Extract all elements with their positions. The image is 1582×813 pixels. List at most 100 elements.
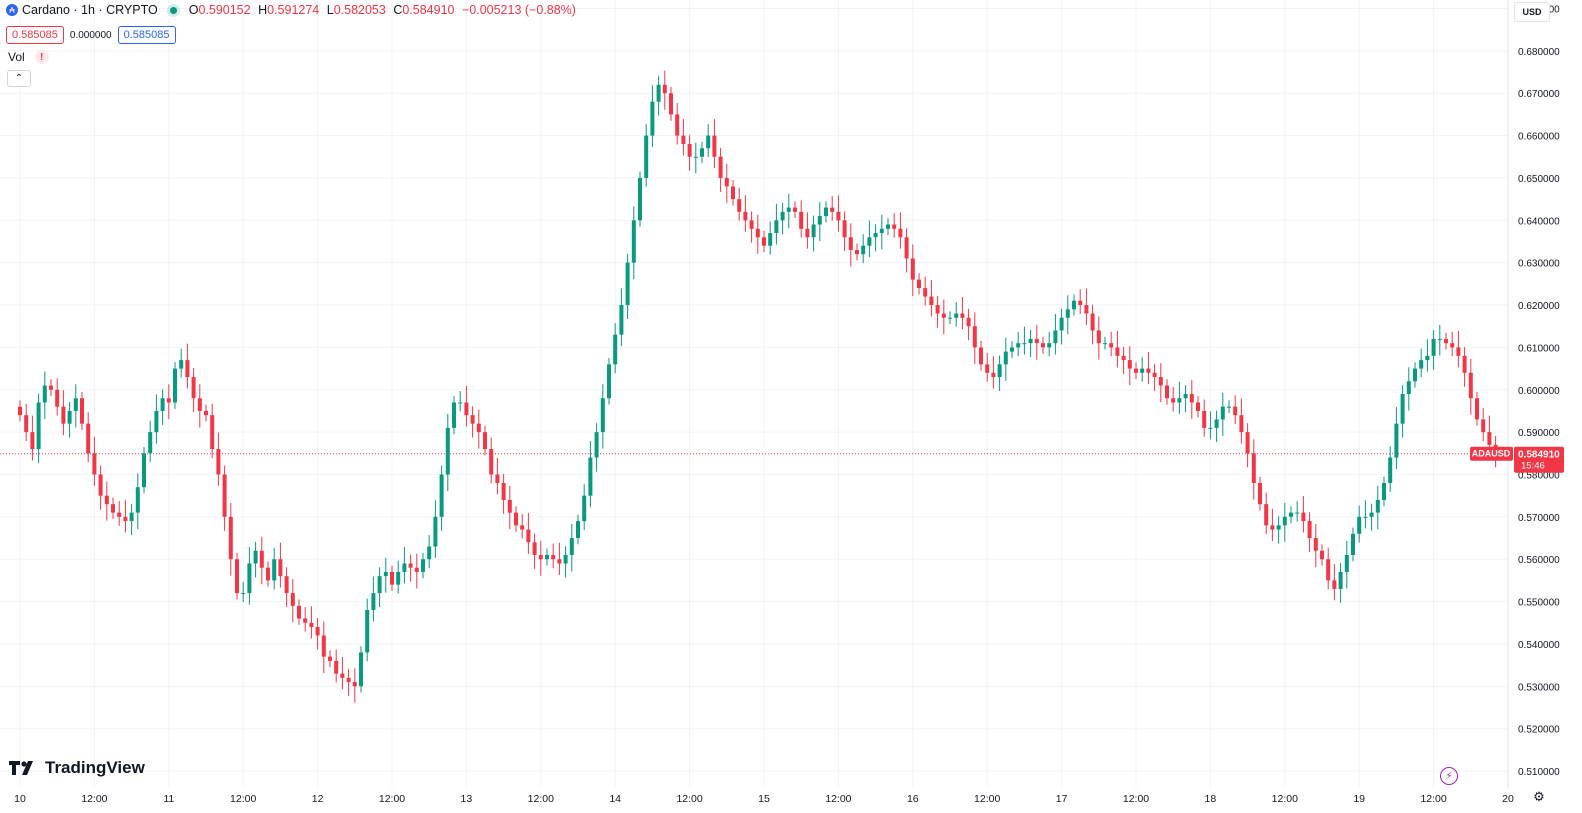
x-tick-label: 18 (1205, 793, 1217, 805)
candle (1313, 524, 1318, 568)
lightning-icon[interactable]: ⚡ (1440, 767, 1458, 785)
candle (861, 234, 866, 264)
candle-body (309, 622, 314, 628)
candle (365, 598, 370, 662)
candle-body (545, 554, 549, 560)
candle-body (315, 627, 320, 636)
candle-body (917, 279, 921, 289)
candle (1214, 410, 1219, 442)
buy-price-button[interactable]: 0.585085 (117, 26, 176, 44)
candle (724, 163, 729, 203)
candle (1189, 380, 1194, 419)
candle-body (67, 410, 72, 424)
candle (24, 403, 29, 442)
candle (30, 415, 35, 461)
candle (49, 379, 53, 397)
candle-body (297, 605, 301, 619)
candle (1034, 324, 1039, 360)
candle (495, 457, 500, 495)
candle-body (1053, 330, 1058, 344)
y-tick-label: 0.560000 (1518, 555, 1560, 566)
candle-body (681, 135, 686, 145)
candle (687, 135, 692, 171)
tradingview-logo[interactable]: TradingView (9, 758, 145, 778)
candle-body (1171, 398, 1176, 403)
candle (824, 201, 828, 223)
candle (873, 224, 878, 252)
candle (86, 412, 91, 463)
candle (743, 195, 748, 232)
candle-body (470, 415, 475, 424)
candle-body (185, 360, 190, 378)
candle (228, 502, 233, 576)
candle-body (142, 453, 146, 488)
market-status-icon[interactable] (169, 6, 177, 14)
candle-body (848, 237, 853, 250)
y-tick-label: 0.600000 (1518, 386, 1560, 397)
candle (1090, 304, 1095, 345)
candle-body (1394, 423, 1399, 458)
candle-body (1065, 309, 1070, 318)
candle-body (1183, 394, 1188, 399)
candle-body (1109, 343, 1114, 348)
candle (650, 85, 655, 148)
candle (1363, 500, 1368, 529)
candle (631, 206, 636, 280)
candle (1028, 330, 1033, 358)
warning-icon[interactable]: ! (34, 50, 49, 64)
candle (1413, 362, 1417, 388)
candle (1152, 363, 1157, 392)
currency-selector[interactable]: USD (1514, 2, 1550, 22)
candle-body (1115, 347, 1120, 356)
candle-body (805, 228, 810, 238)
candle-body (111, 504, 115, 513)
ohlc-low-key: L (326, 3, 334, 17)
candle-body (272, 559, 277, 581)
candle (1388, 446, 1393, 492)
symbol-title[interactable]: Cardano · 1h · CRYPTO (22, 3, 158, 17)
symbol-legend[interactable]: ₳ Cardano · 1h · CRYPTO O0.590152 H0.591… (6, 3, 578, 17)
candle (501, 474, 506, 514)
candle-body (625, 262, 630, 306)
candle-body (718, 156, 723, 178)
candle (445, 413, 450, 492)
candle (427, 535, 432, 569)
candle (278, 542, 283, 588)
candle (613, 323, 618, 374)
trade-buttons: 0.585085 0.000000 0.585085 (6, 26, 176, 44)
candle (935, 296, 940, 328)
candle (712, 119, 717, 169)
sell-price-button[interactable]: 0.585085 (6, 26, 64, 44)
candle-body (1289, 512, 1293, 517)
candle-body (284, 576, 289, 594)
candle (948, 311, 952, 325)
x-tick-label: 12:00 (1272, 793, 1298, 805)
candle (334, 649, 339, 683)
candle-body (600, 398, 605, 433)
candle (1109, 331, 1114, 357)
candle (315, 618, 320, 650)
candle-body (662, 84, 667, 94)
candle-body (762, 237, 766, 246)
candle-body (619, 305, 624, 335)
candle (991, 356, 996, 389)
candle (972, 312, 977, 364)
collapse-legend-button[interactable]: ⌃ (7, 70, 31, 87)
candle-body (489, 449, 494, 475)
candle (414, 553, 419, 589)
candle (1158, 363, 1163, 403)
candle (247, 546, 252, 605)
candle (514, 506, 518, 532)
candle (638, 171, 642, 227)
candle (780, 202, 785, 235)
x-tick-label: 12:00 (81, 793, 107, 805)
candle-body (427, 546, 432, 560)
candle (408, 554, 413, 582)
candle (1103, 336, 1107, 350)
x-tick-label: 12:00 (1123, 793, 1149, 805)
gear-icon[interactable]: ⚙ (1533, 789, 1545, 804)
candle-body (1419, 360, 1424, 369)
candle (557, 542, 562, 575)
volume-indicator-legend[interactable]: Vol ! (8, 50, 49, 64)
